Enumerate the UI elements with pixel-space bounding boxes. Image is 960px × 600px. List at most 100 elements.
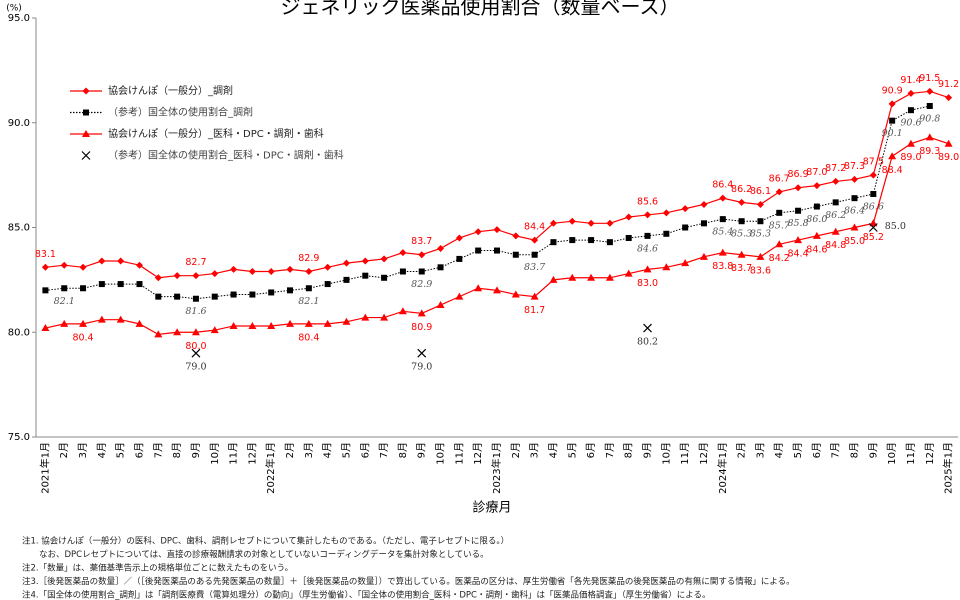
data-label: 82.9 — [411, 279, 432, 290]
x-tick-label: 2023年1月 — [490, 442, 503, 494]
data-label: 85.0 — [844, 236, 865, 247]
x-tick-label: 6月 — [811, 442, 823, 458]
marker — [907, 107, 914, 114]
data-label: 79.0 — [185, 362, 206, 373]
x-tick-label: 2025年1月 — [942, 442, 955, 494]
x-tick-label: 4月 — [773, 442, 785, 458]
marker — [475, 247, 482, 254]
data-label: 83.7 — [731, 263, 752, 274]
marker — [173, 328, 182, 336]
legend-label: （参考）国全体の使用割合_医科・DPC・調剤・歯科 — [108, 149, 344, 162]
marker — [98, 257, 106, 265]
marker — [380, 313, 389, 321]
marker — [719, 194, 727, 202]
y-tick-label: 85.0 — [8, 223, 30, 234]
marker — [305, 285, 312, 292]
marker — [437, 244, 445, 252]
x-tick-label: 10月 — [209, 442, 221, 465]
x-tick-label: 4月 — [96, 442, 108, 458]
x-tick-label: 2月 — [736, 442, 748, 458]
marker — [569, 237, 576, 244]
note: 注2.「数量」は、薬価基準告示上の規格単位ごとに数えたものをいう。 — [22, 563, 293, 574]
marker — [211, 270, 219, 278]
data-label: 85.7 — [769, 220, 791, 231]
marker — [868, 223, 878, 232]
marker — [83, 109, 89, 116]
data-label: 83.8 — [712, 261, 733, 272]
marker — [851, 195, 858, 202]
marker — [831, 227, 840, 235]
x-tick-label: 11月 — [679, 442, 691, 465]
marker — [775, 188, 783, 196]
x-tick-label: 10月 — [435, 442, 447, 465]
data-label: 85.3 — [750, 229, 771, 240]
marker — [230, 291, 237, 298]
marker — [82, 130, 90, 137]
marker — [832, 199, 839, 206]
marker — [80, 285, 87, 292]
marker — [700, 220, 707, 227]
marker — [681, 259, 690, 267]
marker — [643, 323, 652, 333]
marker — [851, 175, 859, 183]
marker — [248, 321, 257, 329]
x-tick-label: 9月 — [642, 442, 654, 458]
data-label: 88.4 — [882, 165, 903, 176]
x-tick-label: 2月 — [510, 442, 522, 458]
marker — [210, 326, 219, 334]
x-tick-label: 2月 — [284, 442, 296, 458]
x-tick-label: 3月 — [529, 442, 541, 458]
marker — [287, 287, 294, 294]
marker — [249, 291, 256, 298]
data-label: 82.1 — [298, 296, 319, 307]
marker — [870, 190, 877, 197]
legend-label: 協会けんぽ（一般分）_医科・DPC・調剤・歯科 — [108, 127, 324, 140]
data-label: 89.0 — [900, 152, 921, 163]
marker — [474, 284, 483, 292]
marker — [436, 301, 445, 309]
marker — [42, 287, 49, 294]
data-label: 80.2 — [637, 337, 658, 348]
marker — [229, 321, 238, 329]
series-line — [45, 105, 930, 300]
marker — [455, 292, 464, 300]
marker — [625, 234, 632, 241]
marker — [794, 184, 802, 192]
x-tick-label: 4月 — [322, 442, 334, 458]
data-label: 86.2 — [825, 210, 846, 221]
marker — [418, 268, 425, 275]
y-tick-label: 95.0 — [8, 13, 30, 24]
marker — [568, 217, 576, 225]
marker — [381, 274, 388, 281]
marker — [98, 281, 105, 288]
marker — [417, 309, 426, 317]
marker — [60, 261, 68, 269]
data-label: 89.0 — [938, 152, 959, 163]
x-tick-label: 10月 — [886, 442, 898, 465]
marker — [682, 224, 689, 231]
data-label: 91.2 — [938, 79, 959, 90]
marker — [361, 313, 370, 321]
chart-title: ジェネリック医薬品使用割合（数量ベース） — [281, 0, 680, 19]
marker — [624, 269, 633, 277]
marker — [81, 151, 91, 160]
marker — [97, 315, 106, 323]
data-label: 86.1 — [750, 186, 771, 197]
marker — [700, 200, 708, 208]
marker — [474, 228, 482, 236]
data-label: 90.8 — [919, 113, 940, 124]
data-label: 85.8 — [787, 218, 808, 229]
data-label: 90.9 — [882, 85, 903, 96]
x-tick-label: 10月 — [660, 442, 672, 465]
marker — [512, 232, 520, 240]
data-label: 84.2 — [769, 253, 790, 264]
marker — [850, 223, 859, 231]
marker — [41, 324, 50, 332]
x-tick-label: 5月 — [115, 442, 127, 458]
marker — [568, 273, 577, 281]
marker — [549, 275, 558, 283]
marker — [494, 247, 500, 254]
data-label: 84.4 — [787, 249, 808, 260]
marker — [511, 290, 520, 298]
marker — [116, 315, 125, 323]
